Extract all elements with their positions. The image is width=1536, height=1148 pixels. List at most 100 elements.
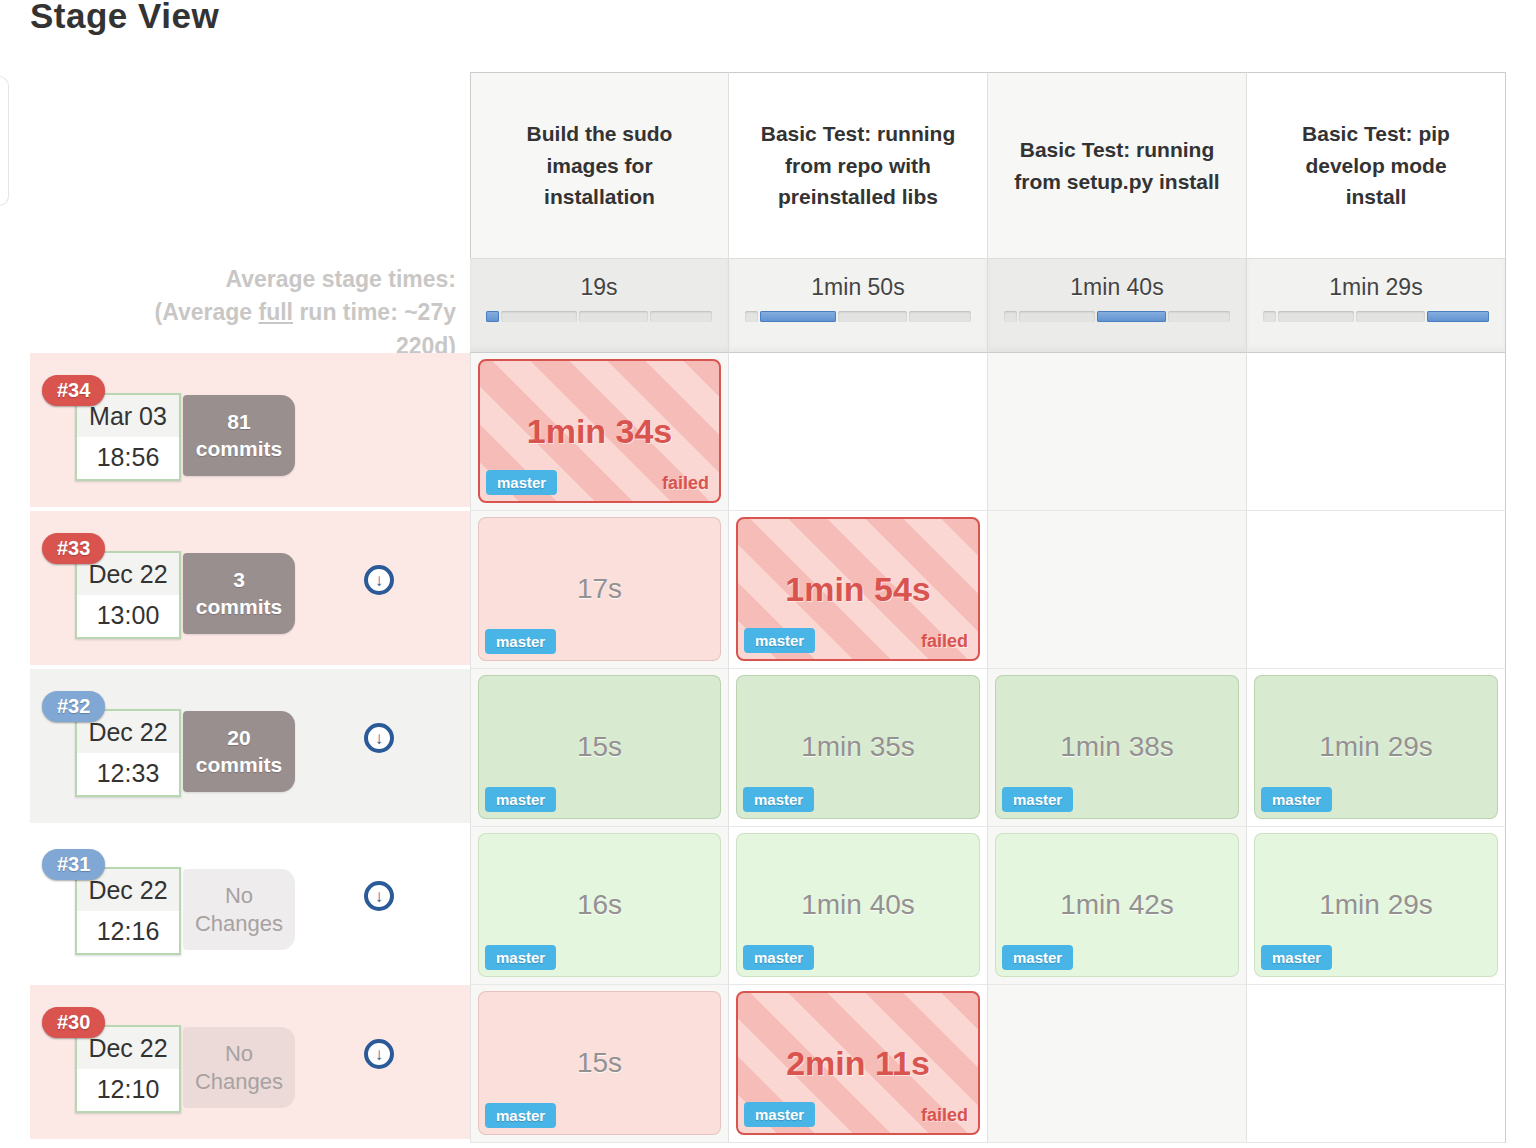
download-artifacts-icon[interactable]: ↓ [364,723,394,753]
stage-time-progress-bar-2 [745,311,971,322]
run-date-box[interactable]: Dec 22 12:33 [75,709,181,797]
branch-badge: master [744,1102,815,1127]
run-time: 12:33 [77,753,179,795]
failed-label: failed [662,473,709,494]
stage-result[interactable]: 1min 38s master [995,675,1239,819]
run-time: 12:10 [77,1069,179,1111]
stage-cell: 1min 34s master failed [470,353,729,511]
branch-badge: master [1261,945,1332,970]
branch-badge: master [743,787,814,812]
stage-cell: 1min 42s master [988,827,1247,985]
stage-cell: 16s master [470,827,729,985]
run-date-box[interactable]: Dec 22 12:16 [75,867,181,955]
download-artifacts-icon[interactable]: ↓ [364,881,394,911]
stage-result-failed[interactable]: 1min 54s master failed [736,517,980,661]
stage-result[interactable]: 15s master [478,675,721,819]
run-changes-badge[interactable]: 3 commits [183,553,295,634]
branch-badge: master [1002,945,1073,970]
stage-time-progress-bar-1 [486,311,712,322]
run-row-caption-31: #31 Dec 22 12:16 No Changes ↓ [30,827,470,985]
stage-result[interactable]: 1min 42s master [995,833,1239,977]
run-id-badge[interactable]: #30 [42,1007,105,1038]
average-stage-time-2: 1min 50s [729,274,987,301]
changes-word: Changes [195,910,283,938]
run-id-badge[interactable]: #32 [42,691,105,722]
branch-badge: master [1002,787,1073,812]
failed-label: failed [921,1105,968,1126]
branch-badge: master [1261,787,1332,812]
run-date-box[interactable]: Dec 22 12:10 [75,1025,181,1113]
download-artifacts-icon[interactable]: ↓ [364,1039,394,1069]
stage-duration: 2min 11s [786,1044,930,1083]
average-stage-time-1: 19s [470,274,728,301]
branch-badge: master [744,628,815,653]
changes-word: No [225,1040,253,1068]
run-id-badge[interactable]: #34 [42,375,105,406]
average-stage-time-cell-4: 1min 29s [1247,258,1506,353]
stage-cell: 15s master [470,985,729,1143]
changes-word: commits [196,436,282,462]
stage-duration: 16s [577,889,622,921]
stage-result[interactable]: 1min 35s master [736,675,980,819]
average-stage-time-3: 1min 40s [988,274,1246,301]
stage-time-progress-bar-3 [1004,311,1230,322]
stage-result-failed[interactable]: 2min 11s master failed [736,991,980,1135]
average-stage-time-cell-2: 1min 50s [729,258,988,353]
stage-duration: 17s [577,573,622,605]
run-id-badge[interactable]: #33 [42,533,105,564]
run-changes-badge[interactable]: 81 commits [183,395,295,476]
average-times-label: Average stage times: (Average full run t… [36,263,456,363]
changes-count: 81 [227,409,250,435]
stage-time-progress-bar-4 [1263,311,1489,322]
changes-word: No [225,882,253,910]
run-id-badge[interactable]: #31 [42,849,105,880]
stage-cell: 1min 35s master [729,669,988,827]
stage-column-header-2: Basic Test: running from repo with prein… [729,72,988,258]
stage-cell-empty [1247,511,1506,669]
run-date-box[interactable]: Dec 22 13:00 [75,551,181,639]
left-panel-fragment [0,76,9,206]
stage-cell-empty [988,511,1247,669]
stage-duration: 1min 38s [1060,731,1174,763]
branch-badge: master [743,945,814,970]
run-no-changes-badge: No Changes [183,1027,295,1108]
stage-column-header-1: Build the sudo images for installation [470,72,729,258]
stage-duration: 1min 42s [1060,889,1174,921]
stage-cell-empty [1247,353,1506,511]
download-artifacts-icon[interactable]: ↓ [364,565,394,595]
changes-count: 20 [227,725,250,751]
average-label-line1: Average stage times: [225,266,456,292]
stage-cell-empty [729,353,988,511]
branch-badge: master [485,787,556,812]
stage-result[interactable]: 1min 29s master [1254,675,1498,819]
stage-result[interactable]: 15s master [478,991,721,1135]
stage-column-header-3: Basic Test: running from setup.py instal… [988,72,1247,258]
changes-word: Changes [195,1068,283,1096]
stage-cell: 1min 29s master [1247,827,1506,985]
changes-word: commits [196,752,282,778]
stage-duration: 15s [577,1047,622,1079]
failed-label: failed [921,631,968,652]
branch-badge: master [486,470,557,495]
run-row-caption-32: #32 Dec 22 12:33 20 commits ↓ [30,669,470,827]
stage-result[interactable]: 1min 29s master [1254,833,1498,977]
stage-result[interactable]: 1min 40s master [736,833,980,977]
run-changes-badge[interactable]: 20 commits [183,711,295,792]
branch-badge: master [485,945,556,970]
stage-cell: 1min 54s master failed [729,511,988,669]
stage-result-failed[interactable]: 1min 34s master failed [478,359,721,503]
full-run-time-link[interactable]: full [259,299,294,325]
stage-duration: 1min 40s [801,889,915,921]
run-date-box[interactable]: Mar 03 18:56 [75,393,181,481]
stage-cell: 1min 40s master [729,827,988,985]
stage-column-header-4: Basic Test: pip develop mode install [1247,72,1506,258]
average-stage-time-4: 1min 29s [1247,274,1505,301]
stage-duration: 1min 29s [1319,731,1433,763]
stage-result[interactable]: 16s master [478,833,721,977]
branch-badge: master [485,629,556,654]
stage-result[interactable]: 17s master [478,517,721,661]
run-time: 12:16 [77,911,179,953]
run-row-caption-30: #30 Dec 22 12:10 No Changes ↓ [30,985,470,1143]
changes-word: commits [196,594,282,620]
run-no-changes-badge: No Changes [183,869,295,950]
